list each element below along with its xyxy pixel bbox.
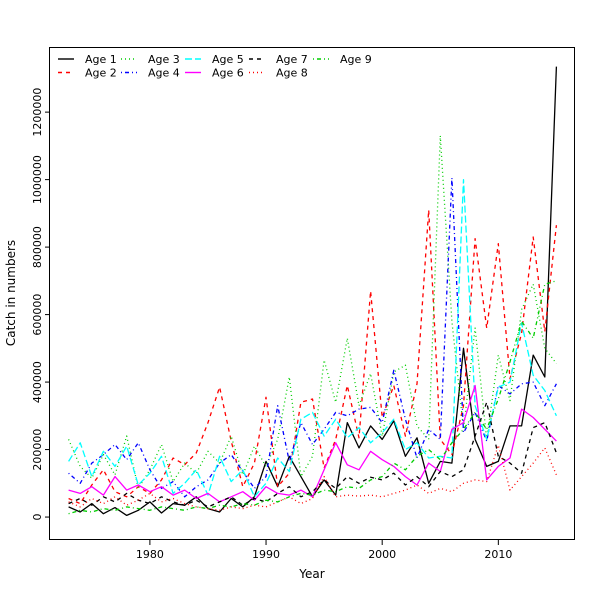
series-line-age-2 — [68, 209, 558, 505]
series-line-age-5 — [68, 178, 557, 498]
legend-label: Age 2 — [85, 67, 117, 80]
legend-label: Age 3 — [148, 53, 180, 66]
x-axis: 1980 1990 2000 2010 — [136, 540, 512, 561]
legend-label: Age 8 — [276, 67, 308, 80]
legend-item-age-1: Age 1 — [58, 53, 117, 66]
legend-label: Age 4 — [148, 67, 180, 80]
legend-label: Age 9 — [340, 53, 372, 66]
legend-item-age-8: Age 8 — [249, 67, 308, 80]
legend-label: Age 1 — [85, 53, 117, 66]
x-tick-label: 1980 — [136, 548, 164, 561]
x-tick-label: 1990 — [252, 548, 280, 561]
series-line-age-7 — [68, 401, 558, 508]
y-axis: 0 200000 400000 600000 800000 1000000 1200000 — [31, 88, 50, 521]
series-line-age-9 — [68, 280, 557, 515]
legend-label: Age 7 — [276, 53, 308, 66]
y-tick-label: 1000000 — [31, 155, 44, 204]
series-line-age-6 — [68, 384, 557, 503]
x-tick-label: 2010 — [484, 548, 512, 561]
y-tick-label: 600000 — [31, 294, 44, 336]
legend-item-age-2: Age 2 — [58, 67, 117, 80]
legend-item-age-7: Age 7 — [249, 53, 308, 66]
y-tick-label: 800000 — [31, 226, 44, 268]
series-lines — [68, 66, 558, 517]
y-tick-label: 400000 — [31, 361, 44, 403]
y-tick-label: 1200000 — [31, 88, 44, 137]
legend-label: Age 6 — [212, 67, 244, 80]
legend-item-age-5: Age 5 — [185, 53, 244, 66]
y-axis-title: Catch in numbers — [4, 240, 18, 346]
legend-label: Age 5 — [212, 53, 244, 66]
legend-item-age-9: Age 9 — [313, 53, 372, 66]
series-line-age-3 — [68, 135, 557, 490]
series-line-age-8 — [68, 444, 557, 511]
legend-item-age-6: Age 6 — [185, 67, 244, 80]
y-tick-label: 200000 — [31, 429, 44, 471]
series-line-age-4 — [68, 177, 557, 498]
y-tick-label: 0 — [31, 514, 44, 521]
x-axis-title: Year — [298, 567, 324, 581]
legend-item-age-4: Age 4 — [121, 67, 180, 80]
plot-border — [49, 47, 575, 540]
x-tick-label: 2000 — [368, 548, 396, 561]
legend-item-age-3: Age 3 — [121, 53, 180, 66]
